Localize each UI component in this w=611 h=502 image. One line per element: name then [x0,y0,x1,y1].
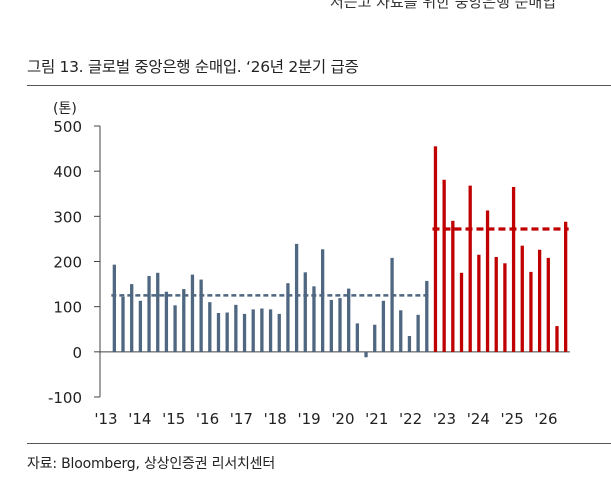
bar [138,300,143,352]
x-tick-label: '20 [331,410,354,428]
x-tick-label: '18 [264,410,287,428]
bar [277,313,281,352]
x-tick-label: '17 [230,410,253,428]
y-tick-label: 200 [53,254,82,272]
bar [477,254,481,352]
bar [199,279,203,352]
bar [442,179,446,352]
bar [381,300,386,352]
x-tick-label: '13 [94,410,117,428]
bar [130,284,134,352]
bars [112,146,568,358]
bar [225,312,229,352]
bar [338,298,342,352]
bar [564,221,568,352]
bar [390,257,394,352]
x-tick-label: '16 [196,410,219,428]
x-tick-label: '15 [162,410,185,428]
y-tick-label: 100 [53,299,82,317]
source-divider [27,443,611,444]
bar [268,309,273,352]
x-tick-label: '14 [128,410,151,428]
bar [555,326,559,352]
bar [303,272,307,352]
source-note: 자료: Bloomberg, 상상인증권 리서치센터 [27,456,276,472]
bar [503,263,507,352]
bar [156,272,160,352]
bar [329,299,333,352]
bar [416,314,420,352]
bar [529,271,533,352]
bar [147,275,151,352]
x-tick-label: '21 [365,410,388,428]
figure-title: 그림 13. 글로벌 중앙은행 순매입. ‘26년 2분기 급증 [27,58,359,76]
y-tick-label: 400 [53,163,82,181]
bar [459,272,464,352]
bar [537,249,542,352]
bar [121,296,125,352]
x-tick-label: '22 [399,410,422,428]
bar [251,309,255,352]
bar [494,256,498,352]
y-axis-unit-label: (톤) [53,101,77,117]
bar [451,220,455,352]
bar [364,351,368,358]
bar [407,336,412,352]
bar [216,312,221,352]
x-tick-label: '19 [297,410,320,428]
bar [546,257,550,352]
bar [485,210,490,352]
x-tick-label: '26 [534,410,557,428]
bar [433,146,438,352]
bar [425,280,429,352]
bar [468,185,472,352]
bar [234,304,238,352]
bar [373,324,377,352]
y-tick-label: 0 [72,344,82,362]
bar [208,302,212,352]
y-tick-label: 300 [53,208,82,226]
x-tick-label: '24 [467,410,490,428]
bar [320,249,325,352]
bar [399,310,403,352]
bar [511,186,516,352]
bar [260,308,264,352]
x-axis: '13 '14 '15 '16 '17 '18 '19 '20 '21 '22 '23 '24 '25 '… [94,351,570,428]
bar [182,289,186,352]
x-tick-label: '25 [501,410,524,428]
bar [294,243,299,352]
bar [286,283,290,352]
bar [164,291,169,352]
bar [173,305,177,352]
bar [312,286,316,352]
bar [347,288,351,352]
bar [112,264,116,352]
bar [520,245,524,352]
x-tick-label: '23 [433,410,456,428]
cut-off-heading: 저는고 자료를 위한 중앙은행 순매입 [330,0,557,11]
y-tick-label: 500 [53,118,82,136]
title-divider [27,85,611,86]
average-lines [111,227,569,297]
bar [190,274,195,352]
bar [242,313,247,352]
y-axis: -100 0 100 200 300 400 500(톤) [48,101,101,407]
bar [355,323,360,352]
y-tick-label: -100 [48,389,82,407]
